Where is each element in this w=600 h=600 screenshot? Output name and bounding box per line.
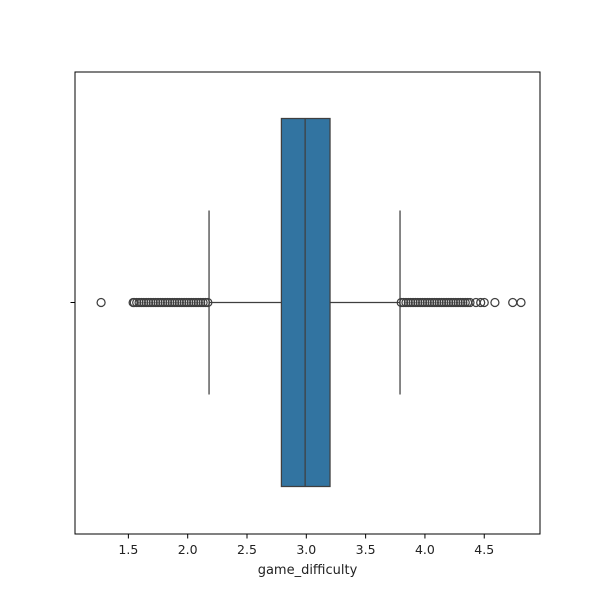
outlier-point xyxy=(436,297,447,308)
outlier-point xyxy=(196,297,206,308)
outlier-point xyxy=(446,297,456,308)
x-tick-label: 3.5 xyxy=(356,542,376,557)
outlier-point xyxy=(476,297,486,308)
outlier-point xyxy=(410,297,421,308)
outlier-point xyxy=(136,297,147,308)
outlier-point xyxy=(160,297,170,308)
outlier-point xyxy=(193,297,203,308)
outlier-point xyxy=(413,297,423,308)
outlier-point xyxy=(408,297,418,308)
x-tick-label: 2.0 xyxy=(178,542,198,557)
outlier-point xyxy=(134,297,144,308)
outlier-point xyxy=(429,297,440,308)
outlier-point xyxy=(455,297,466,308)
outlier-point xyxy=(200,297,211,308)
outlier-point xyxy=(139,297,149,308)
outlier-point xyxy=(179,297,189,308)
outlier-point xyxy=(162,297,173,308)
outlier-point xyxy=(458,297,468,308)
outlier-point xyxy=(143,297,154,308)
outlier-point xyxy=(151,297,161,308)
outlier-point xyxy=(490,297,500,308)
x-tick-label: 2.5 xyxy=(237,542,257,557)
outlier-point xyxy=(401,297,411,308)
outlier-point xyxy=(172,297,182,308)
outlier-point xyxy=(427,297,437,308)
outlier-point xyxy=(153,297,163,308)
outlier-point xyxy=(441,297,451,308)
outlier-point xyxy=(167,297,177,308)
outlier-point xyxy=(170,297,180,308)
outlier-point xyxy=(516,297,526,308)
outlier-point xyxy=(460,297,470,308)
outlier-point xyxy=(148,297,158,308)
outlier-point xyxy=(406,297,416,308)
outlier-point xyxy=(417,297,428,308)
outlier-point xyxy=(132,297,142,308)
outlier-point xyxy=(184,297,194,308)
outlier-point xyxy=(191,297,201,308)
outlier-point xyxy=(186,297,196,308)
outlier-point xyxy=(396,297,406,308)
outlier-point xyxy=(425,297,435,308)
outlier-point xyxy=(174,297,185,308)
chart-marks xyxy=(96,117,526,488)
outlier-point xyxy=(141,297,151,308)
outlier-point xyxy=(181,297,192,308)
outlier-point xyxy=(422,297,432,308)
outlier-point xyxy=(188,297,199,308)
outlier-point xyxy=(129,297,139,308)
outlier-point xyxy=(198,297,208,308)
outlier-point xyxy=(439,297,449,308)
x-axis-ticks: 1.5 2.0 2.5 3.0 3.5 4.0 4.5 xyxy=(118,534,494,557)
outlier-point xyxy=(96,297,106,308)
outlier-point xyxy=(203,297,213,308)
outlier-point xyxy=(453,297,463,308)
outlier-point xyxy=(177,297,187,308)
outlier-point xyxy=(444,297,454,308)
outlier-point xyxy=(398,297,409,308)
x-axis-label: game_difficulty xyxy=(258,563,358,578)
outlier-point xyxy=(448,297,459,308)
outlier-point xyxy=(479,297,489,308)
outlier-point xyxy=(434,297,444,308)
x-tick-label: 1.5 xyxy=(118,542,138,557)
outlier-point xyxy=(146,297,156,308)
outlier-point xyxy=(420,297,430,308)
outlier-point xyxy=(403,297,413,308)
x-tick-label: 4.5 xyxy=(474,542,494,557)
x-tick-label: 4.0 xyxy=(415,542,435,557)
outlier-point xyxy=(165,297,175,308)
outlier-point xyxy=(451,297,461,308)
outlier-point xyxy=(415,297,425,308)
outlier-point xyxy=(465,297,475,308)
outlier-point xyxy=(158,297,168,308)
x-tick-label: 3.0 xyxy=(296,542,316,557)
outlier-point xyxy=(432,297,442,308)
outlier-point xyxy=(155,297,166,308)
